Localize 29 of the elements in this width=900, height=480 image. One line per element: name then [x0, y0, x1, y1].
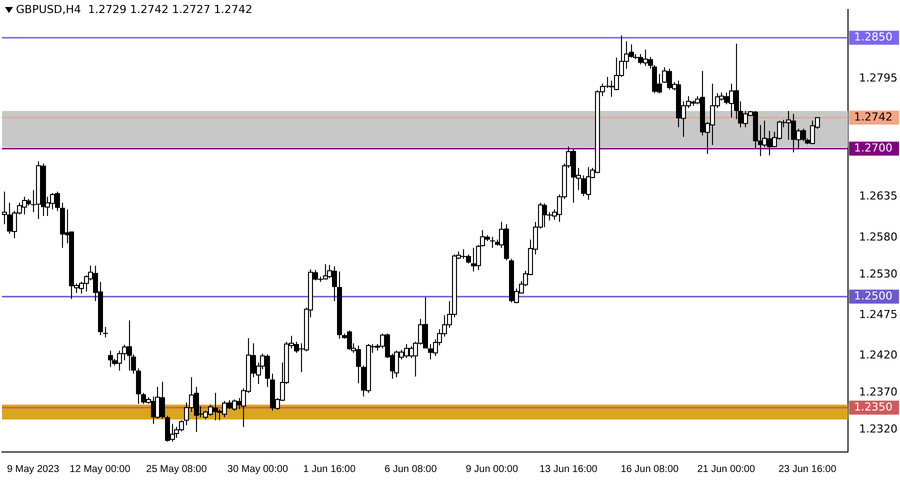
ref-line-label: 1.2850 — [854, 30, 892, 44]
x-tick-label: 21 Jun 00:00 — [697, 464, 756, 475]
x-tick-label: 23 Jun 16:00 — [778, 464, 837, 475]
x-tick-label: 16 Jun 08:00 — [620, 464, 679, 475]
x-tick-label: 9 May 2023 — [6, 464, 60, 475]
x-tick-label: 1 Jun 16:00 — [303, 464, 356, 475]
x-tick-label: 6 Jun 08:00 — [384, 464, 438, 475]
y-tick-label: 1.2420 — [859, 348, 898, 362]
x-tick-label: 25 May 08:00 — [146, 464, 208, 475]
y-tick-label: 1.2530 — [859, 267, 898, 280]
x-tick-label: 9 Jun 00:00 — [466, 464, 518, 475]
candlestick — [136, 368, 141, 404]
x-tick-label: 30 May 00:00 — [227, 464, 288, 475]
y-tick-label: 1.2580 — [859, 230, 898, 244]
candlestick — [490, 236, 495, 248]
x-tick-label: 12 May 00:00 — [70, 464, 131, 475]
y-tick-label: 1.2795 — [859, 71, 898, 84]
ref-line-label: 1.2500 — [854, 290, 892, 302]
ref-line-label: 1.2742 — [854, 110, 892, 124]
candlestick — [103, 326, 108, 338]
y-tick-label: 1.2635 — [859, 190, 898, 203]
ref-line-label: 1.2350 — [854, 400, 892, 414]
x-tick-label: 13 Jun 16:00 — [539, 464, 598, 475]
y-tick-label: 1.2370 — [859, 386, 898, 399]
ref-line-label: 1.2700 — [854, 142, 892, 155]
y-tick-label: 1.2320 — [859, 422, 898, 436]
chart-title: GBPUSD,H4 1.2729 1.2742 1.2727 1.2742 — [16, 3, 252, 16]
y-tick-label: 1.2475 — [859, 308, 898, 321]
candlestick — [108, 350, 113, 368]
